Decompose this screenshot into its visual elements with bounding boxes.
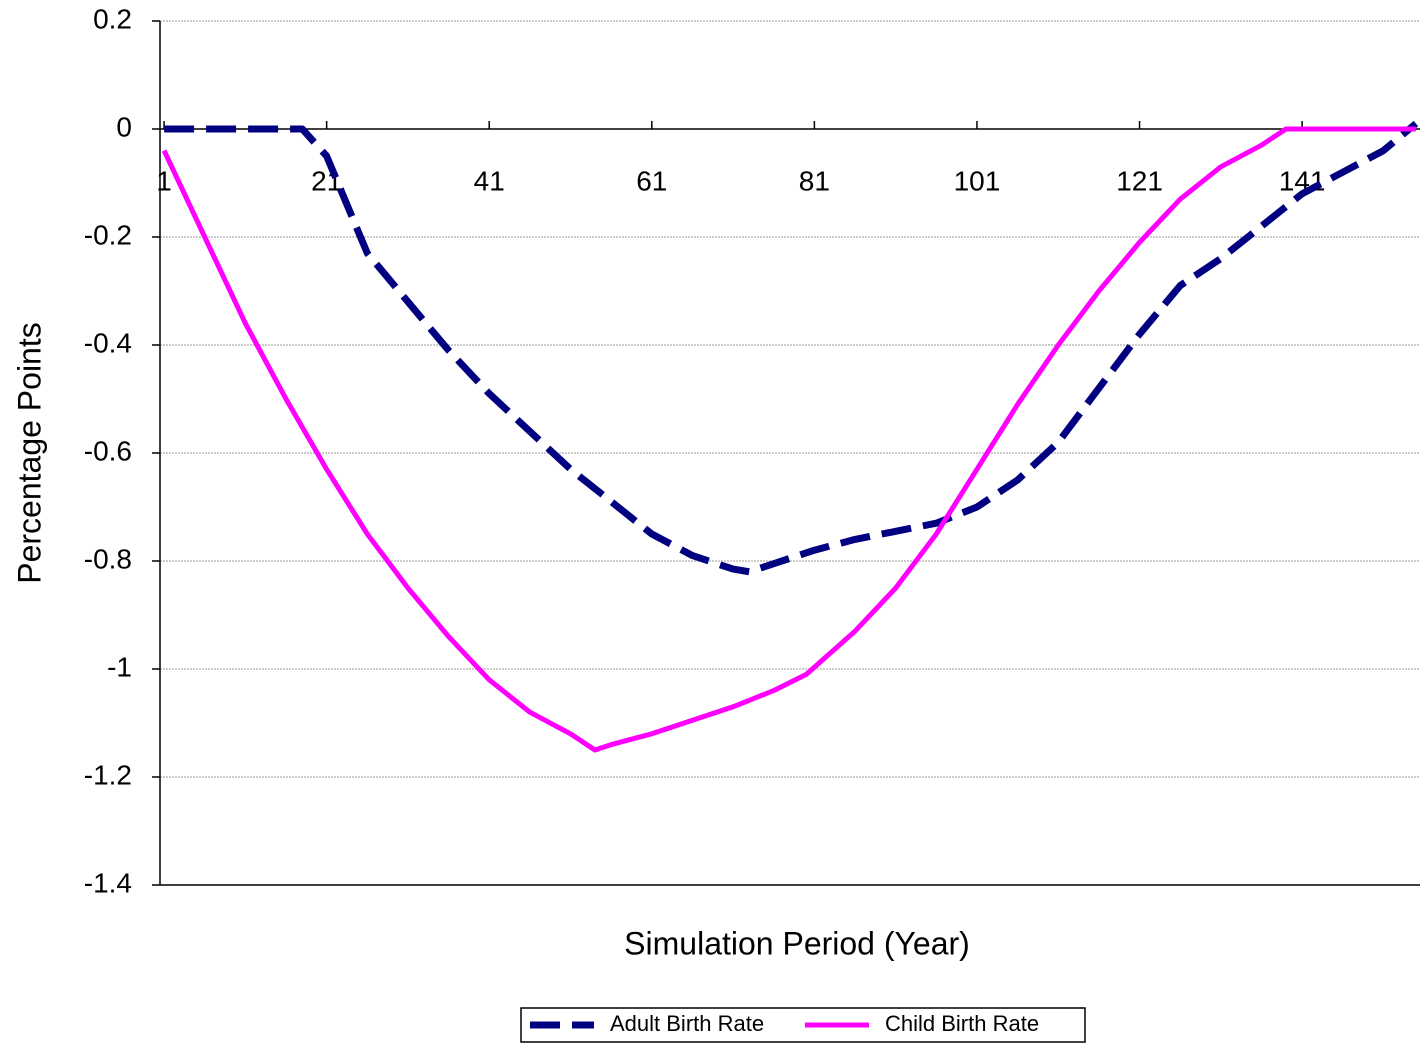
legend: Adult Birth Rate Child Birth Rate <box>520 1007 1086 1043</box>
y-tick-label: -0.8 <box>84 543 132 574</box>
y-tick-label: -1.4 <box>84 867 132 898</box>
x-tick-label: 121 <box>1116 165 1163 196</box>
y-tick-label: -1.2 <box>84 759 132 790</box>
y-tick-label: 0.2 <box>93 3 132 34</box>
y-tick-label: -0.4 <box>84 327 132 358</box>
series-line <box>161 126 1416 753</box>
x-tick-label: 21 <box>311 165 342 196</box>
x-tick-label: 101 <box>954 165 1001 196</box>
legend-box <box>520 1007 1086 1043</box>
y-tick-label: 0 <box>116 111 132 142</box>
y-tick-label: -0.2 <box>84 219 132 250</box>
legend-label: Child Birth Rate <box>885 1011 1039 1036</box>
y-tick-label: -1 <box>107 651 132 682</box>
series-line <box>164 120 1419 576</box>
y-axis-title: Percentage Points <box>11 322 47 584</box>
x-tick-label: 1 <box>156 165 172 196</box>
y-tick-label: -0.6 <box>84 435 132 466</box>
x-tick-label: 61 <box>636 165 667 196</box>
x-tick-label: 81 <box>799 165 830 196</box>
x-tick-label: 41 <box>474 165 505 196</box>
x-axis-title: Simulation Period (Year) <box>624 925 970 961</box>
legend-label: Adult Birth Rate <box>610 1011 764 1036</box>
